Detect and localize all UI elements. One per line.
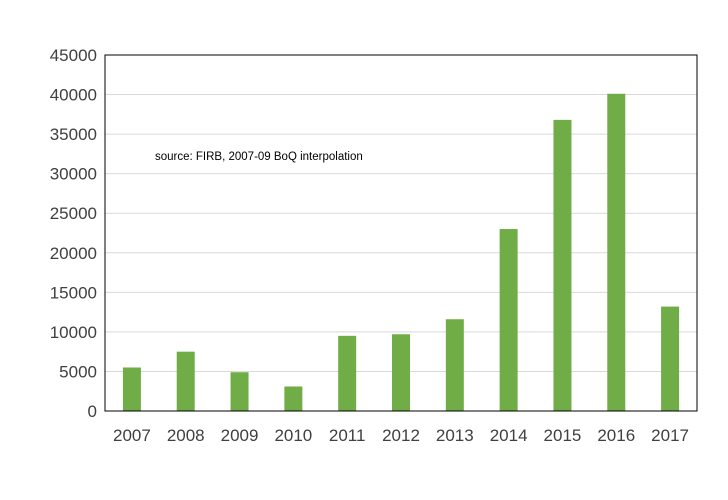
x-tick-label: 2011 [329, 426, 366, 445]
x-tick-label: 2007 [113, 426, 151, 445]
y-tick-label: 25000 [50, 204, 97, 223]
y-tick-label: 45000 [50, 46, 97, 65]
bars [122, 93, 680, 412]
bar-2015 [553, 119, 572, 412]
x-tick-label: 2009 [221, 426, 259, 445]
bar-2014 [499, 229, 518, 411]
bar-2010 [284, 386, 303, 411]
y-tick-label: 0 [88, 402, 97, 421]
bar-2016 [607, 93, 626, 412]
gridlines [105, 94, 697, 372]
x-tick-label: 2015 [544, 426, 582, 445]
y-tick-label: 20000 [50, 244, 97, 263]
x-tick-label: 2008 [167, 426, 205, 445]
bar-2013 [445, 319, 464, 411]
source-annotation: source: FIRB, 2007-09 BoQ interpolation [155, 151, 363, 163]
x-tick-label: 2016 [597, 426, 635, 445]
y-tick-label: 15000 [50, 283, 97, 302]
y-tick-label: 10000 [50, 323, 97, 342]
y-tick-label: 30000 [50, 165, 97, 184]
bar-2007 [122, 367, 141, 411]
y-tick-label: 5000 [59, 362, 97, 381]
plot-frame [104, 54, 698, 412]
x-tick-label: 2010 [274, 426, 312, 445]
x-tick-label: 2017 [651, 426, 689, 445]
bar-2012 [392, 334, 410, 411]
bar-2011 [338, 335, 357, 411]
y-axis-ticks: 0 5000 10000 15000 20000 25000 30000 35000 40000… [50, 46, 97, 421]
y-tick-label: 40000 [50, 86, 97, 105]
x-tick-label: 2012 [382, 426, 420, 445]
x-axis-ticks: 2007 2008 2009 2010 2011 2012 2013 2014 2015 2016… [113, 426, 689, 445]
x-tick-label: 2013 [436, 426, 474, 445]
bar-2008 [176, 351, 195, 411]
bar-2017 [661, 306, 680, 411]
bar-2009 [230, 372, 249, 411]
y-tick-label: 35000 [50, 125, 97, 144]
x-tick-label: 2014 [490, 426, 528, 445]
